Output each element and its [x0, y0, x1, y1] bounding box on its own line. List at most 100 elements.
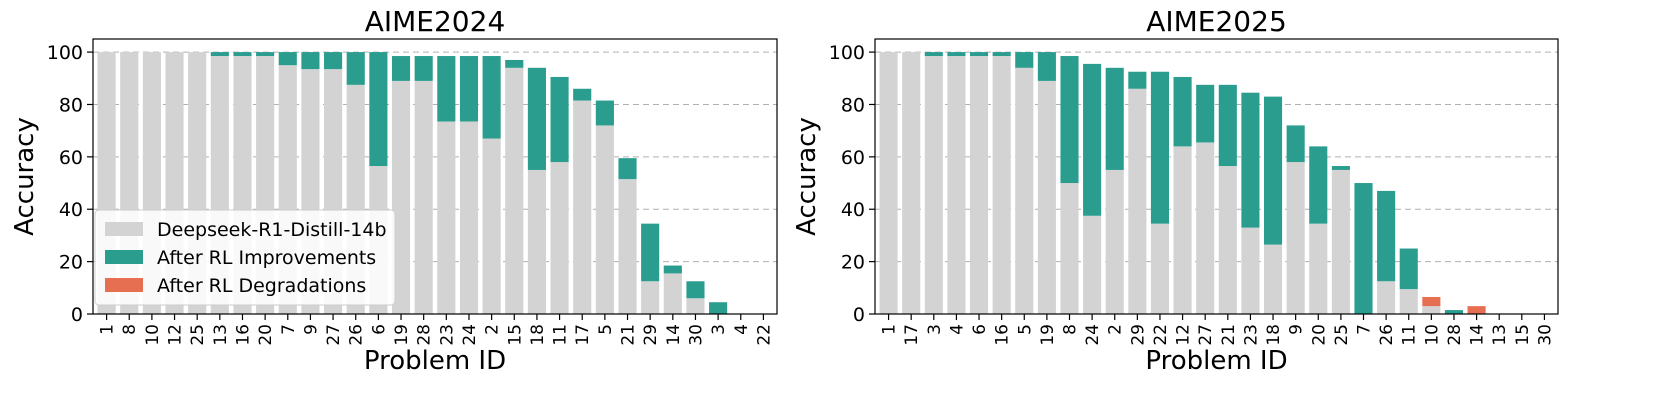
bar-base-19 [1037, 80, 1056, 315]
x-tick-label: 17 [573, 324, 593, 346]
bar-base-29 [641, 281, 660, 314]
x-tick-label: 30 [686, 324, 706, 346]
bar-improvement-29 [1128, 71, 1147, 89]
bar-improvement-26 [1377, 190, 1396, 282]
plot-frame [92, 38, 778, 315]
bar-improvement-24 [1083, 63, 1102, 216]
x-tick-label: 5 [596, 324, 616, 335]
bar-base-11 [550, 162, 569, 314]
bar-base-5 [1015, 67, 1034, 314]
bar-base-11 [1399, 289, 1418, 314]
y-axis-label: Accuracy [792, 117, 822, 236]
legend-box [94, 209, 396, 306]
bar-degradation-10 [1422, 296, 1441, 307]
y-tick-label: 40 [59, 199, 83, 221]
x-tick-label: 25 [188, 324, 208, 346]
bar-improvement-19 [391, 56, 411, 81]
bar-improvement-5 [1015, 52, 1034, 68]
x-tick-label: 27 [1196, 324, 1216, 346]
bar-improvement-6 [969, 52, 989, 57]
x-tick-label: 25 [1332, 324, 1352, 346]
y-tick-label: 100 [47, 42, 83, 64]
x-tick-label: 24 [460, 324, 480, 346]
plot-frame [874, 38, 1559, 315]
bar-improvement-12 [1173, 76, 1192, 147]
bar-base-20 [1309, 223, 1328, 314]
bar-improvement-11 [550, 76, 569, 163]
x-tick-label: 11 [1400, 324, 1420, 346]
x-tick-label: 14 [1468, 324, 1488, 346]
x-tick-label: 15 [1513, 324, 1533, 346]
bar-improvement-30 [686, 281, 705, 299]
x-tick-label: 14 [664, 324, 684, 346]
bar-degradation-14 [1467, 306, 1486, 314]
x-tick-label: 20 [256, 324, 276, 346]
x-tick-label: 11 [551, 324, 571, 346]
chart-title: AIME2025 [1146, 5, 1287, 38]
y-tick-label: 40 [841, 199, 865, 221]
x-tick-label: 3 [925, 324, 945, 335]
y-axis-label: Accuracy [10, 117, 40, 236]
x-tick-label: 2 [1106, 324, 1126, 335]
legend-swatch-improvement [105, 250, 143, 264]
bar-base-24 [1083, 215, 1102, 314]
bar-base-18 [1263, 244, 1283, 314]
bar-improvement-15 [505, 59, 524, 68]
x-tick-label: 1 [98, 324, 118, 335]
bar-base-27 [1196, 142, 1215, 314]
x-tick-label: 28 [415, 324, 435, 346]
x-tick-label: 21 [619, 324, 639, 346]
bar-base-12 [1173, 146, 1192, 314]
x-tick-label: 16 [993, 324, 1013, 346]
bar-improvement-22 [1150, 71, 1170, 224]
y-tick-label: 20 [59, 252, 83, 274]
x-tick-label: 12 [166, 324, 186, 346]
x-tick-label: 24 [1083, 324, 1103, 346]
bar-base-23 [1241, 227, 1260, 314]
legend-swatch-degradation [105, 278, 143, 292]
x-tick-label: 10 [143, 324, 163, 346]
legend: Deepseek-R1-Distill-14b After RL Improvem… [94, 209, 396, 306]
bar-improvement-19 [1037, 52, 1056, 81]
bar-base-30 [686, 298, 705, 314]
bar-base-2 [1105, 169, 1124, 314]
x-tick-label: 15 [505, 324, 525, 346]
bar-base-22 [1150, 223, 1170, 314]
x-tick-label: 26 [1377, 324, 1397, 346]
x-tick-label: 29 [1128, 324, 1148, 346]
x-tick-label: 8 [1060, 324, 1080, 335]
bar-improvement-9 [301, 52, 320, 70]
bar-improvement-29 [641, 223, 660, 282]
x-tick-label: 1 [880, 324, 900, 335]
x-tick-label: 4 [732, 324, 752, 335]
x-tick-label: 12 [1174, 324, 1194, 346]
x-tick-label: 20 [1309, 324, 1329, 346]
bar-base-10 [1422, 306, 1441, 314]
x-tick-label: 13 [1490, 324, 1510, 346]
bar-improvement-4 [947, 52, 966, 57]
x-tick-label: 10 [1422, 324, 1442, 346]
x-tick-label: 6 [369, 324, 389, 335]
legend-label-base: Deepseek-R1-Distill-14b [157, 219, 387, 241]
bar-improvement-18 [1263, 96, 1283, 245]
x-tick-label: 5 [1015, 324, 1035, 335]
bar-base-17 [902, 52, 921, 314]
bar-improvement-21 [618, 158, 637, 180]
bar-improvement-20 [256, 52, 275, 57]
x-tick-label: 7 [1355, 324, 1375, 335]
x-tick-label: 22 [754, 324, 774, 346]
x-tick-label: 6 [970, 324, 990, 335]
bar-improvement-26 [346, 52, 365, 85]
bar-base-25 [1331, 169, 1350, 314]
x-tick-label: 2 [483, 324, 503, 335]
bar-base-6 [969, 56, 989, 315]
x-tick-label: 17 [902, 324, 922, 346]
bar-improvement-7 [278, 52, 297, 66]
bar-base-3 [924, 56, 943, 315]
bar-base-19 [391, 80, 411, 315]
x-tick-label: 29 [641, 324, 661, 346]
bar-base-4 [947, 56, 966, 315]
bar-improvement-5 [595, 100, 614, 126]
